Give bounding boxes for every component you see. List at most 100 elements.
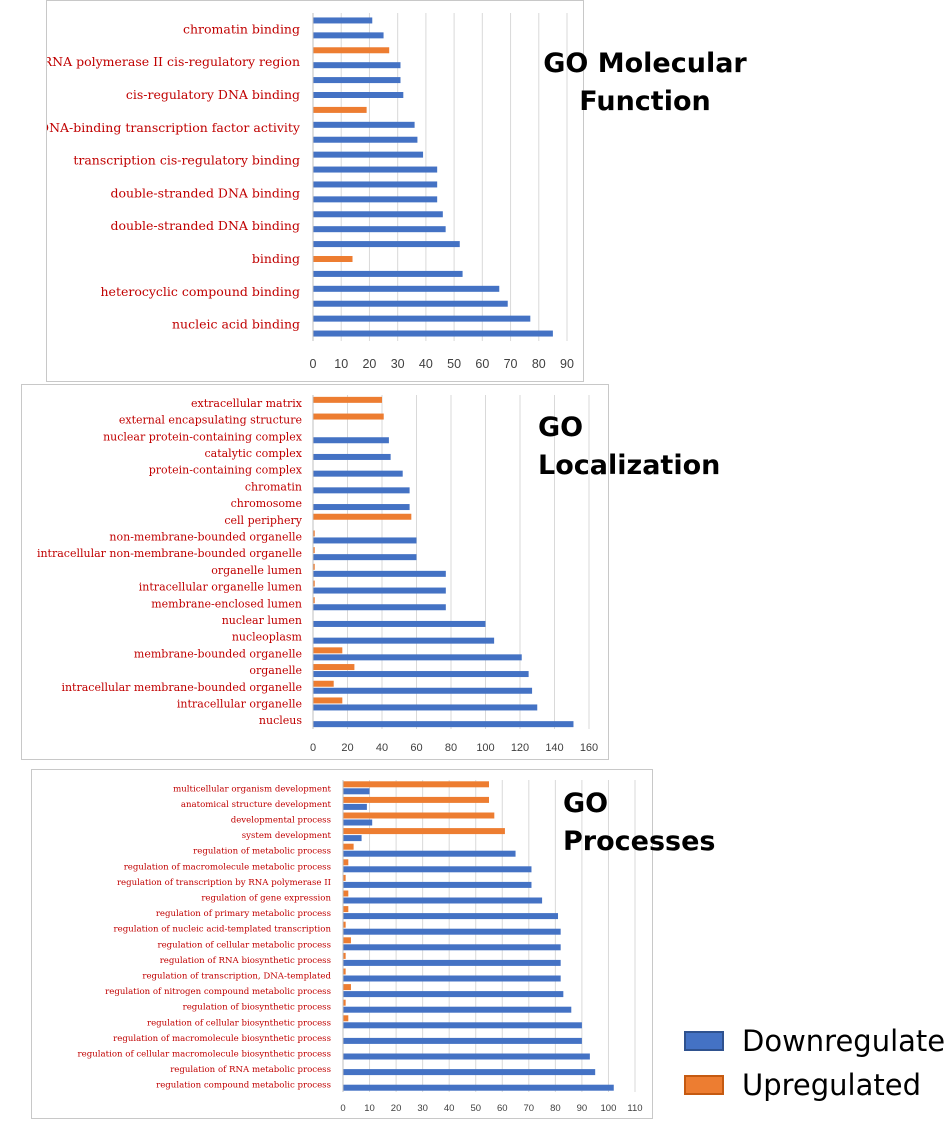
bar-downregulated xyxy=(343,897,543,904)
category-label: DNA-binding transcription factor activit… xyxy=(47,120,301,135)
bar-downregulated xyxy=(313,654,522,661)
bar-downregulated xyxy=(313,92,404,98)
category-label: chromosome xyxy=(231,497,302,510)
legend-label: Upregulated xyxy=(742,1068,921,1102)
category-label: double-stranded DNA binding xyxy=(110,185,300,200)
bar-downregulated xyxy=(343,850,516,857)
category-label: developmental process xyxy=(231,816,331,826)
x-tick-label: 60 xyxy=(410,742,422,754)
bar-downregulated xyxy=(313,470,403,477)
bar-downregulated xyxy=(343,1022,582,1029)
bar-upregulated xyxy=(343,937,351,944)
bar-upregulated xyxy=(313,580,315,587)
bar-upregulated xyxy=(313,563,315,570)
x-tick-label: 30 xyxy=(391,357,405,371)
category-label: regulation compound metabolic process xyxy=(156,1081,331,1091)
bar-downregulated xyxy=(313,196,438,203)
chart-canvas: 0 10 20 30 40 50 60 70 80 90 chromatin binding RNA … xyxy=(47,13,574,371)
category-label: multicellular organism development xyxy=(173,784,331,794)
bar-upregulated xyxy=(343,781,489,788)
bar-downregulated xyxy=(313,62,401,69)
category-label: intracellular organelle xyxy=(177,697,302,710)
bar-upregulated xyxy=(313,647,343,654)
bar-downregulated xyxy=(343,1037,582,1044)
bar-downregulated xyxy=(313,671,529,678)
bar-upregulated xyxy=(313,396,382,403)
bar-upregulated xyxy=(313,106,367,113)
x-tick-label: 20 xyxy=(362,357,376,371)
bar-upregulated xyxy=(343,968,346,975)
category-label: transcription cis-regulatory binding xyxy=(73,153,300,168)
legend-swatch-downregulated xyxy=(684,1031,724,1051)
x-tick-label: 90 xyxy=(577,1103,588,1114)
bar-upregulated xyxy=(313,547,315,554)
bar-downregulated xyxy=(313,637,495,644)
chart-canvas: 0 20 40 60 80 100 120 140 160 extracellular matri… xyxy=(37,395,598,754)
bar-downregulated xyxy=(343,835,362,842)
x-tick-label: 0 xyxy=(310,742,316,754)
bar-downregulated xyxy=(343,1069,596,1076)
x-tick-label: 80 xyxy=(532,357,546,371)
bar-upregulated xyxy=(343,843,354,850)
category-label: binding xyxy=(252,251,300,266)
bar-upregulated xyxy=(313,597,315,604)
chart-canvas: 0 10 20 30 40 50 60 70 80 90 100 110 multicellular o… xyxy=(78,780,643,1114)
x-tick-label: 10 xyxy=(364,1103,375,1114)
bar-downregulated xyxy=(343,1053,590,1060)
bar-downregulated xyxy=(313,315,531,322)
bar-downregulated xyxy=(313,270,463,277)
category-label: nucleic acid binding xyxy=(172,317,300,332)
x-tick-label: 120 xyxy=(511,742,529,754)
bar-downregulated xyxy=(313,166,438,173)
x-tick-label: 160 xyxy=(580,742,598,754)
x-tick-label: 0 xyxy=(310,357,317,371)
category-label: nucleus xyxy=(259,714,302,727)
x-tick-label: 110 xyxy=(627,1103,642,1114)
bar-upregulated xyxy=(313,697,343,704)
bar-downregulated xyxy=(313,504,410,511)
x-tick-label: 60 xyxy=(497,1103,508,1114)
bar-downregulated xyxy=(313,687,533,694)
go-localization-chart: 0 20 40 60 80 100 120 140 160 extracellular matri… xyxy=(21,384,720,760)
category-label: chromatin binding xyxy=(183,21,300,36)
x-tick-label: 10 xyxy=(334,357,348,371)
bar-downregulated xyxy=(313,487,410,494)
legend-swatch-upregulated xyxy=(684,1075,724,1095)
category-label: nuclear lumen xyxy=(222,614,302,627)
category-label: intracellular non-membrane-bounded organ… xyxy=(37,547,302,560)
go-molecular-function-chart: 0 10 20 30 40 50 60 70 80 90 chromatin binding RNA … xyxy=(46,0,747,382)
bar-downregulated xyxy=(313,181,438,188)
category-label: extracellular matrix xyxy=(191,397,303,410)
x-tick-label: 80 xyxy=(445,742,457,754)
category-label: regulation of nucleic acid-templated tra… xyxy=(114,925,332,935)
bar-downregulated xyxy=(313,151,424,158)
bar-downregulated xyxy=(313,241,460,248)
category-label: regulation of RNA metabolic process xyxy=(170,1065,331,1075)
x-tick-label: 100 xyxy=(601,1103,617,1114)
category-label: regulation of macromolecule metabolic pr… xyxy=(124,862,331,872)
bar-downregulated xyxy=(343,991,564,998)
bar-downregulated xyxy=(313,721,574,728)
bar-upregulated xyxy=(343,906,349,913)
category-label: heterocyclic compound binding xyxy=(101,284,301,299)
category-label: RNA polymerase II cis-regulatory region xyxy=(47,54,300,69)
bar-downregulated xyxy=(343,803,367,810)
bar-downregulated xyxy=(313,604,446,611)
bar-downregulated xyxy=(313,226,446,233)
bar-downregulated xyxy=(313,537,417,544)
x-tick-label: 40 xyxy=(444,1103,455,1114)
bar-downregulated xyxy=(313,77,401,84)
bar-downregulated xyxy=(343,819,373,826)
bar-upregulated xyxy=(343,874,346,881)
x-tick-label: 40 xyxy=(376,742,388,754)
bar-upregulated xyxy=(313,513,412,520)
category-label: cell periphery xyxy=(224,514,302,527)
x-tick-label: 60 xyxy=(475,357,489,371)
x-tick-label: 20 xyxy=(341,742,353,754)
chart-title: GO Processes xyxy=(563,788,716,857)
x-tick-label: 40 xyxy=(419,357,433,371)
x-tick-label: 20 xyxy=(391,1103,402,1114)
x-tick-label: 80 xyxy=(550,1103,561,1114)
legend-item-downregulated: Downregulated xyxy=(684,1024,945,1058)
bar-upregulated xyxy=(313,47,390,54)
